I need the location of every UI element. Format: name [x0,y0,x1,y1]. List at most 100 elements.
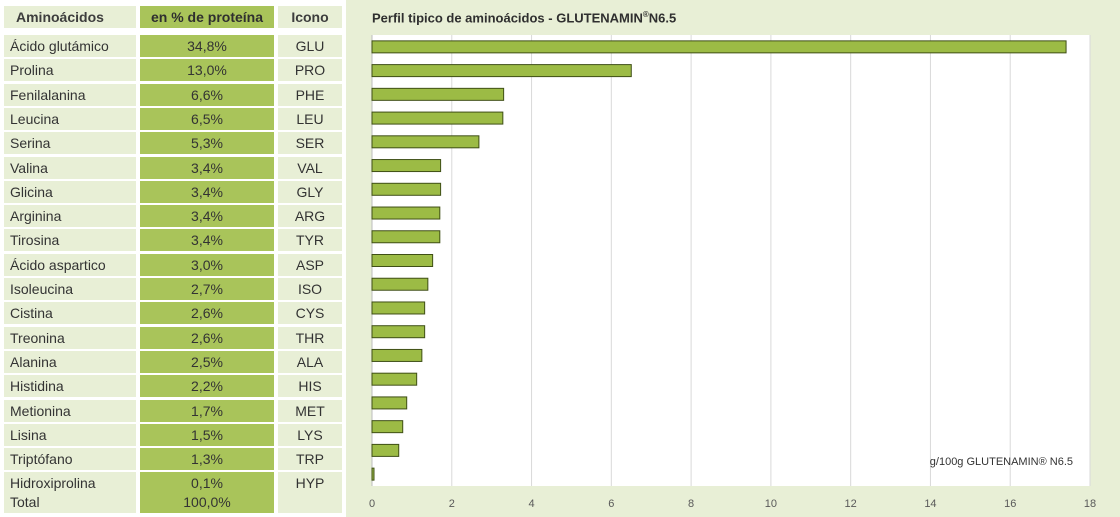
amino-percent: 2,2% [140,375,274,398]
amino-code: ALA [278,350,342,373]
table-row: Metionina 1,7% MET [0,399,346,424]
amino-percent: 0,1% [140,472,274,495]
table-row: Isoleucina 2,7% ISO [0,278,346,302]
amino-acid-chart: Perfil tipico de aminoácidos - GLUTENAMI… [346,0,1120,517]
amino-code: GLY [278,180,342,203]
table-row: Hidroxiprolina 0,1% HYP [0,472,346,496]
bar-phe [371,87,505,101]
x-tick-label: 2 [449,498,455,510]
amino-percent: 3,0% [140,253,274,276]
table-row: Treonina 2,6% THR [0,326,346,351]
amino-name: Serina [4,132,136,155]
table-row: Serina 5,3% SER [0,132,346,156]
table-row: Fenilalanina 6,6% PHE [0,83,346,108]
amino-code: THR [278,326,342,349]
table-row: Histidina 2,2% HIS [0,375,346,399]
amino-name: Alanina [4,350,136,373]
amino-code: ARG [278,205,342,228]
bar-ser [371,135,480,149]
chart-title: Perfil tipico de aminoácidos - GLUTENAMI… [372,10,677,26]
amino-percent: 2,5% [140,350,274,373]
amino-code: ISO [278,278,342,300]
table-row: Triptófano 1,3% TRP [0,448,346,472]
table-row: Alanina 2,5% ALA [0,350,346,375]
amino-name: Isoleucina [4,278,136,300]
bar-asp [371,254,434,267]
amino-name: Valina [4,156,136,179]
bar-val [371,159,442,173]
total-label: Total [4,491,136,513]
header-aminoacidos: Aminoácidos [4,6,136,28]
amino-code: TRP [278,448,342,471]
table-row: Ácido glutámico 34,8% GLU [0,35,346,59]
table-row: Valina 3,4% VAL [0,156,346,181]
bar-gly [371,182,442,196]
table-row: Glicina 3,4% GLY [0,180,346,205]
bar-pro [371,64,632,78]
amino-name: Histidina [4,375,136,398]
bar-tyr [371,230,441,244]
amino-percent: 6,6% [140,83,274,106]
amino-name: Metionina [4,399,136,422]
bar-arg [371,206,441,220]
plot-area [372,35,1090,486]
x-tick-label: 16 [1004,498,1016,510]
x-tick-label: 12 [845,498,857,510]
amino-name: Ácido aspartico [4,253,136,276]
amino-percent: 3,4% [140,156,274,179]
amino-name: Lisina [4,423,136,446]
table-row: Prolina 13,0% PRO [0,59,346,83]
amino-percent: 34,8% [140,35,274,57]
amino-percent: 2,6% [140,302,274,325]
table-row: Ácido aspartico 3,0% ASP [0,253,346,278]
x-tick-label: 18 [1084,498,1096,510]
table-row: Tirosina 3,4% TYR [0,229,346,253]
x-tick-label: 14 [924,498,936,510]
amino-percent: 13,0% [140,59,274,82]
amino-percent: 2,7% [140,278,274,300]
chart-annotation: g/100g GLUTENAMIN® N6.5 [930,456,1073,468]
amino-percent: 3,4% [140,205,274,228]
table-row: Arginina 3,4% ARG [0,205,346,229]
bar-met [371,396,408,410]
bar-trp [371,443,400,457]
amino-code: PHE [278,83,342,106]
x-tick-label: 6 [608,498,614,510]
table-row: Leucina 6,5% LEU [0,107,346,132]
amino-name: Tirosina [4,229,136,252]
table-row: Cistina 2,6% CYS [0,302,346,326]
amino-code: TYR [278,229,342,252]
amino-name: Ácido glutámico [4,35,136,57]
amino-code: LEU [278,107,342,130]
amino-percent: 5,3% [140,132,274,155]
amino-name: Cistina [4,302,136,325]
amino-code: MET [278,399,342,422]
amino-code: CYS [278,302,342,325]
amino-code: PRO [278,59,342,82]
bar-glu [371,40,1067,54]
amino-code: HYP [278,472,342,495]
amino-code: HIS [278,375,342,398]
bar-his [371,372,418,386]
amino-percent: 3,4% [140,180,274,203]
amino-percent: 1,7% [140,399,274,422]
bar-lys [371,420,404,434]
x-tick-label: 0 [369,498,375,510]
x-tick-label: 8 [688,498,694,510]
amino-name: Arginina [4,205,136,228]
amino-percent: 6,5% [140,107,274,130]
bar-ala [371,348,423,362]
table-row: Lisina 1,5% LYS [0,423,346,448]
x-tick-label: 10 [765,498,777,510]
amino-code: SER [278,132,342,155]
header-icon-code: Icono [278,6,342,28]
bar-chart-svg: 0 2 4 6 8 10 12 14 16 18 g/100g GLUTENAMIN® N6.5 [369,35,1096,510]
amino-name: Glicina [4,180,136,203]
bar-thr [371,325,426,339]
amino-code: ASP [278,253,342,276]
amino-percent: 1,5% [140,423,274,446]
bar-leu [371,111,504,125]
amino-name: Treonina [4,326,136,349]
table-header-row: Aminoácidos en % de proteína Icono [0,6,346,30]
bar-iso [371,277,429,291]
